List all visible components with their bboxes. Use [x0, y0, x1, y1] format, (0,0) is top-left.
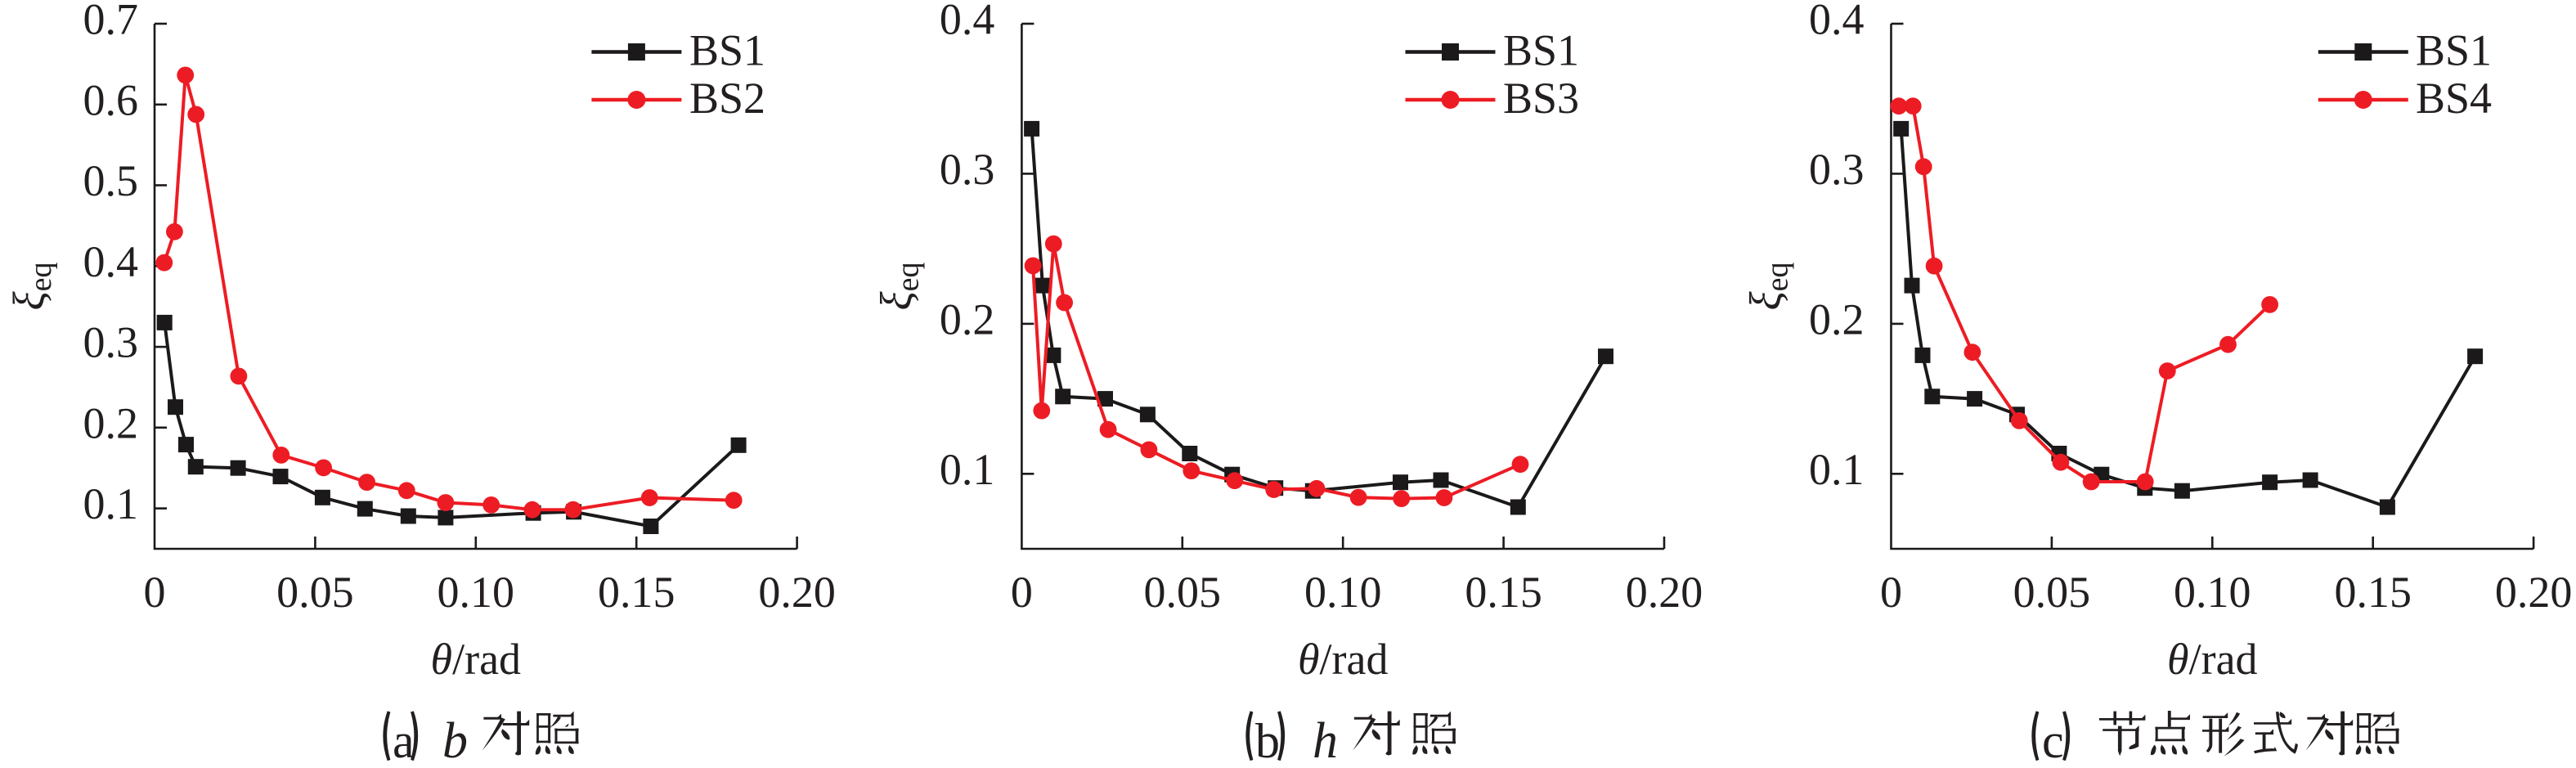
svg-text:0.2: 0.2 — [1809, 294, 1865, 344]
svg-text:0.3: 0.3 — [940, 145, 995, 194]
svg-text:0: 0 — [1880, 568, 1902, 617]
svg-text:ξeq: ξeq — [4, 263, 58, 311]
svg-text:c: c — [2042, 714, 2064, 768]
svg-text:0.1: 0.1 — [1809, 445, 1865, 494]
svg-text:0.1: 0.1 — [940, 445, 995, 494]
svg-text:0.5: 0.5 — [83, 156, 139, 205]
svg-text:θ/rad: θ/rad — [2167, 635, 2257, 684]
svg-text:BS1: BS1 — [2416, 26, 2492, 75]
svg-text:ξeq: ξeq — [1741, 263, 1795, 311]
svg-text:0.4: 0.4 — [83, 237, 139, 286]
svg-text:ξeq: ξeq — [871, 263, 925, 311]
svg-text:h: h — [1313, 713, 1338, 768]
svg-text:θ/rad: θ/rad — [431, 635, 521, 684]
svg-text:0.4: 0.4 — [1809, 0, 1865, 44]
svg-text:a: a — [393, 714, 415, 768]
svg-text:0.15: 0.15 — [1465, 568, 1542, 617]
svg-text:0.10: 0.10 — [1304, 568, 1382, 617]
svg-text:0.6: 0.6 — [83, 75, 139, 124]
svg-text:0.15: 0.15 — [598, 568, 675, 617]
svg-text:0.05: 0.05 — [276, 568, 354, 617]
svg-text:0.05: 0.05 — [2013, 568, 2091, 617]
svg-text:0.10: 0.10 — [2174, 568, 2251, 617]
svg-text:BS1: BS1 — [1503, 26, 1579, 75]
svg-text:0.05: 0.05 — [1144, 568, 1222, 617]
svg-text:0.3: 0.3 — [1809, 145, 1865, 194]
svg-text:0.15: 0.15 — [2334, 568, 2412, 617]
svg-text:0.3: 0.3 — [83, 318, 139, 367]
svg-text:0.20: 0.20 — [1626, 568, 1703, 617]
svg-text:0.2: 0.2 — [940, 294, 995, 344]
svg-text:0: 0 — [1011, 568, 1033, 617]
svg-text:0.4: 0.4 — [940, 0, 995, 44]
svg-text:0.7: 0.7 — [83, 0, 139, 44]
svg-text:0.20: 0.20 — [758, 568, 836, 617]
svg-text:b: b — [442, 713, 468, 768]
svg-text:BS2: BS2 — [689, 74, 765, 123]
svg-text:θ/rad: θ/rad — [1298, 635, 1388, 684]
svg-text:0: 0 — [144, 568, 166, 617]
svg-text:0.2: 0.2 — [83, 398, 139, 447]
svg-text:0.10: 0.10 — [438, 568, 515, 617]
svg-text:BS1: BS1 — [689, 26, 765, 75]
svg-text:0.20: 0.20 — [2495, 568, 2573, 617]
svg-text:BS4: BS4 — [2416, 74, 2492, 123]
svg-text:0.1: 0.1 — [83, 479, 139, 528]
svg-text:b: b — [1255, 714, 1280, 768]
svg-text:BS3: BS3 — [1503, 74, 1579, 123]
